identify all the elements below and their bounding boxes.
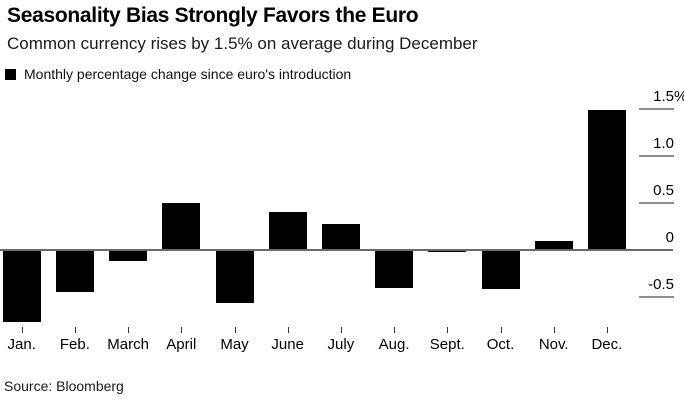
y-axis-tick-line <box>639 108 674 110</box>
y-axis-tick-line <box>639 202 674 204</box>
legend: Monthly percentage change since euro's i… <box>5 64 351 84</box>
x-axis-tick <box>234 327 236 333</box>
plot-area: Jan. Feb. March April May June July Aug. Sept. Oc… <box>0 88 684 360</box>
x-axis-label: Sept. <box>429 336 465 353</box>
x-axis-tick <box>74 327 76 333</box>
x-axis-label: July <box>327 336 355 353</box>
bar-oct <box>481 250 520 289</box>
bar-feb <box>55 250 94 293</box>
x-axis-tick <box>287 327 289 333</box>
x-axis-label: Dec. <box>591 336 623 353</box>
bar-jan <box>2 250 41 323</box>
bar-aug <box>375 250 414 288</box>
bar-june <box>268 212 307 250</box>
x-axis-label: April <box>166 336 197 353</box>
x-axis-tick <box>128 327 130 333</box>
bar-april <box>162 203 201 250</box>
y-axis-tick-line <box>639 296 674 298</box>
y-axis-label: 0.5 <box>653 182 674 199</box>
x-axis-tick <box>21 327 23 333</box>
legend-label: Monthly percentage change since euro's i… <box>24 66 352 82</box>
y-axis-label: 1.5% <box>614 88 684 105</box>
x-axis-label: May <box>220 336 249 353</box>
x-axis-label: March <box>107 336 149 353</box>
chart-subtitle: Common currency rises by 1.5% on average… <box>7 34 478 53</box>
x-axis-label: June <box>271 336 304 353</box>
x-axis-label: Aug. <box>378 336 410 353</box>
zero-axis-line <box>0 249 673 251</box>
x-axis-tick <box>553 327 555 333</box>
bar-march <box>109 250 148 262</box>
x-axis-label: Nov. <box>538 336 569 353</box>
y-axis-label: 0 <box>665 229 674 246</box>
x-axis-tick <box>181 327 183 333</box>
x-axis-label: Jan. <box>7 336 36 353</box>
x-axis-tick <box>606 327 608 333</box>
y-axis-label: -0.5 <box>648 276 674 293</box>
x-axis-label: Feb. <box>59 336 90 353</box>
y-axis-tick-line <box>639 155 674 157</box>
source-note: Source: Bloomberg <box>4 378 124 394</box>
x-axis-label: Oct. <box>486 336 515 353</box>
y-axis-label: 1.0 <box>653 135 674 152</box>
bar-may <box>215 250 254 303</box>
x-axis-tick <box>447 327 449 333</box>
legend-swatch-icon <box>5 68 16 80</box>
bar-nov <box>534 240 573 250</box>
x-axis-tick <box>394 327 396 333</box>
chart-title: Seasonality Bias Strongly Favors the Eur… <box>7 4 419 27</box>
bar-july <box>321 223 360 250</box>
x-axis-tick <box>340 327 342 333</box>
x-axis-tick <box>500 327 502 333</box>
y-axis-label-unit: % <box>674 88 684 105</box>
bar-dec <box>587 109 626 250</box>
